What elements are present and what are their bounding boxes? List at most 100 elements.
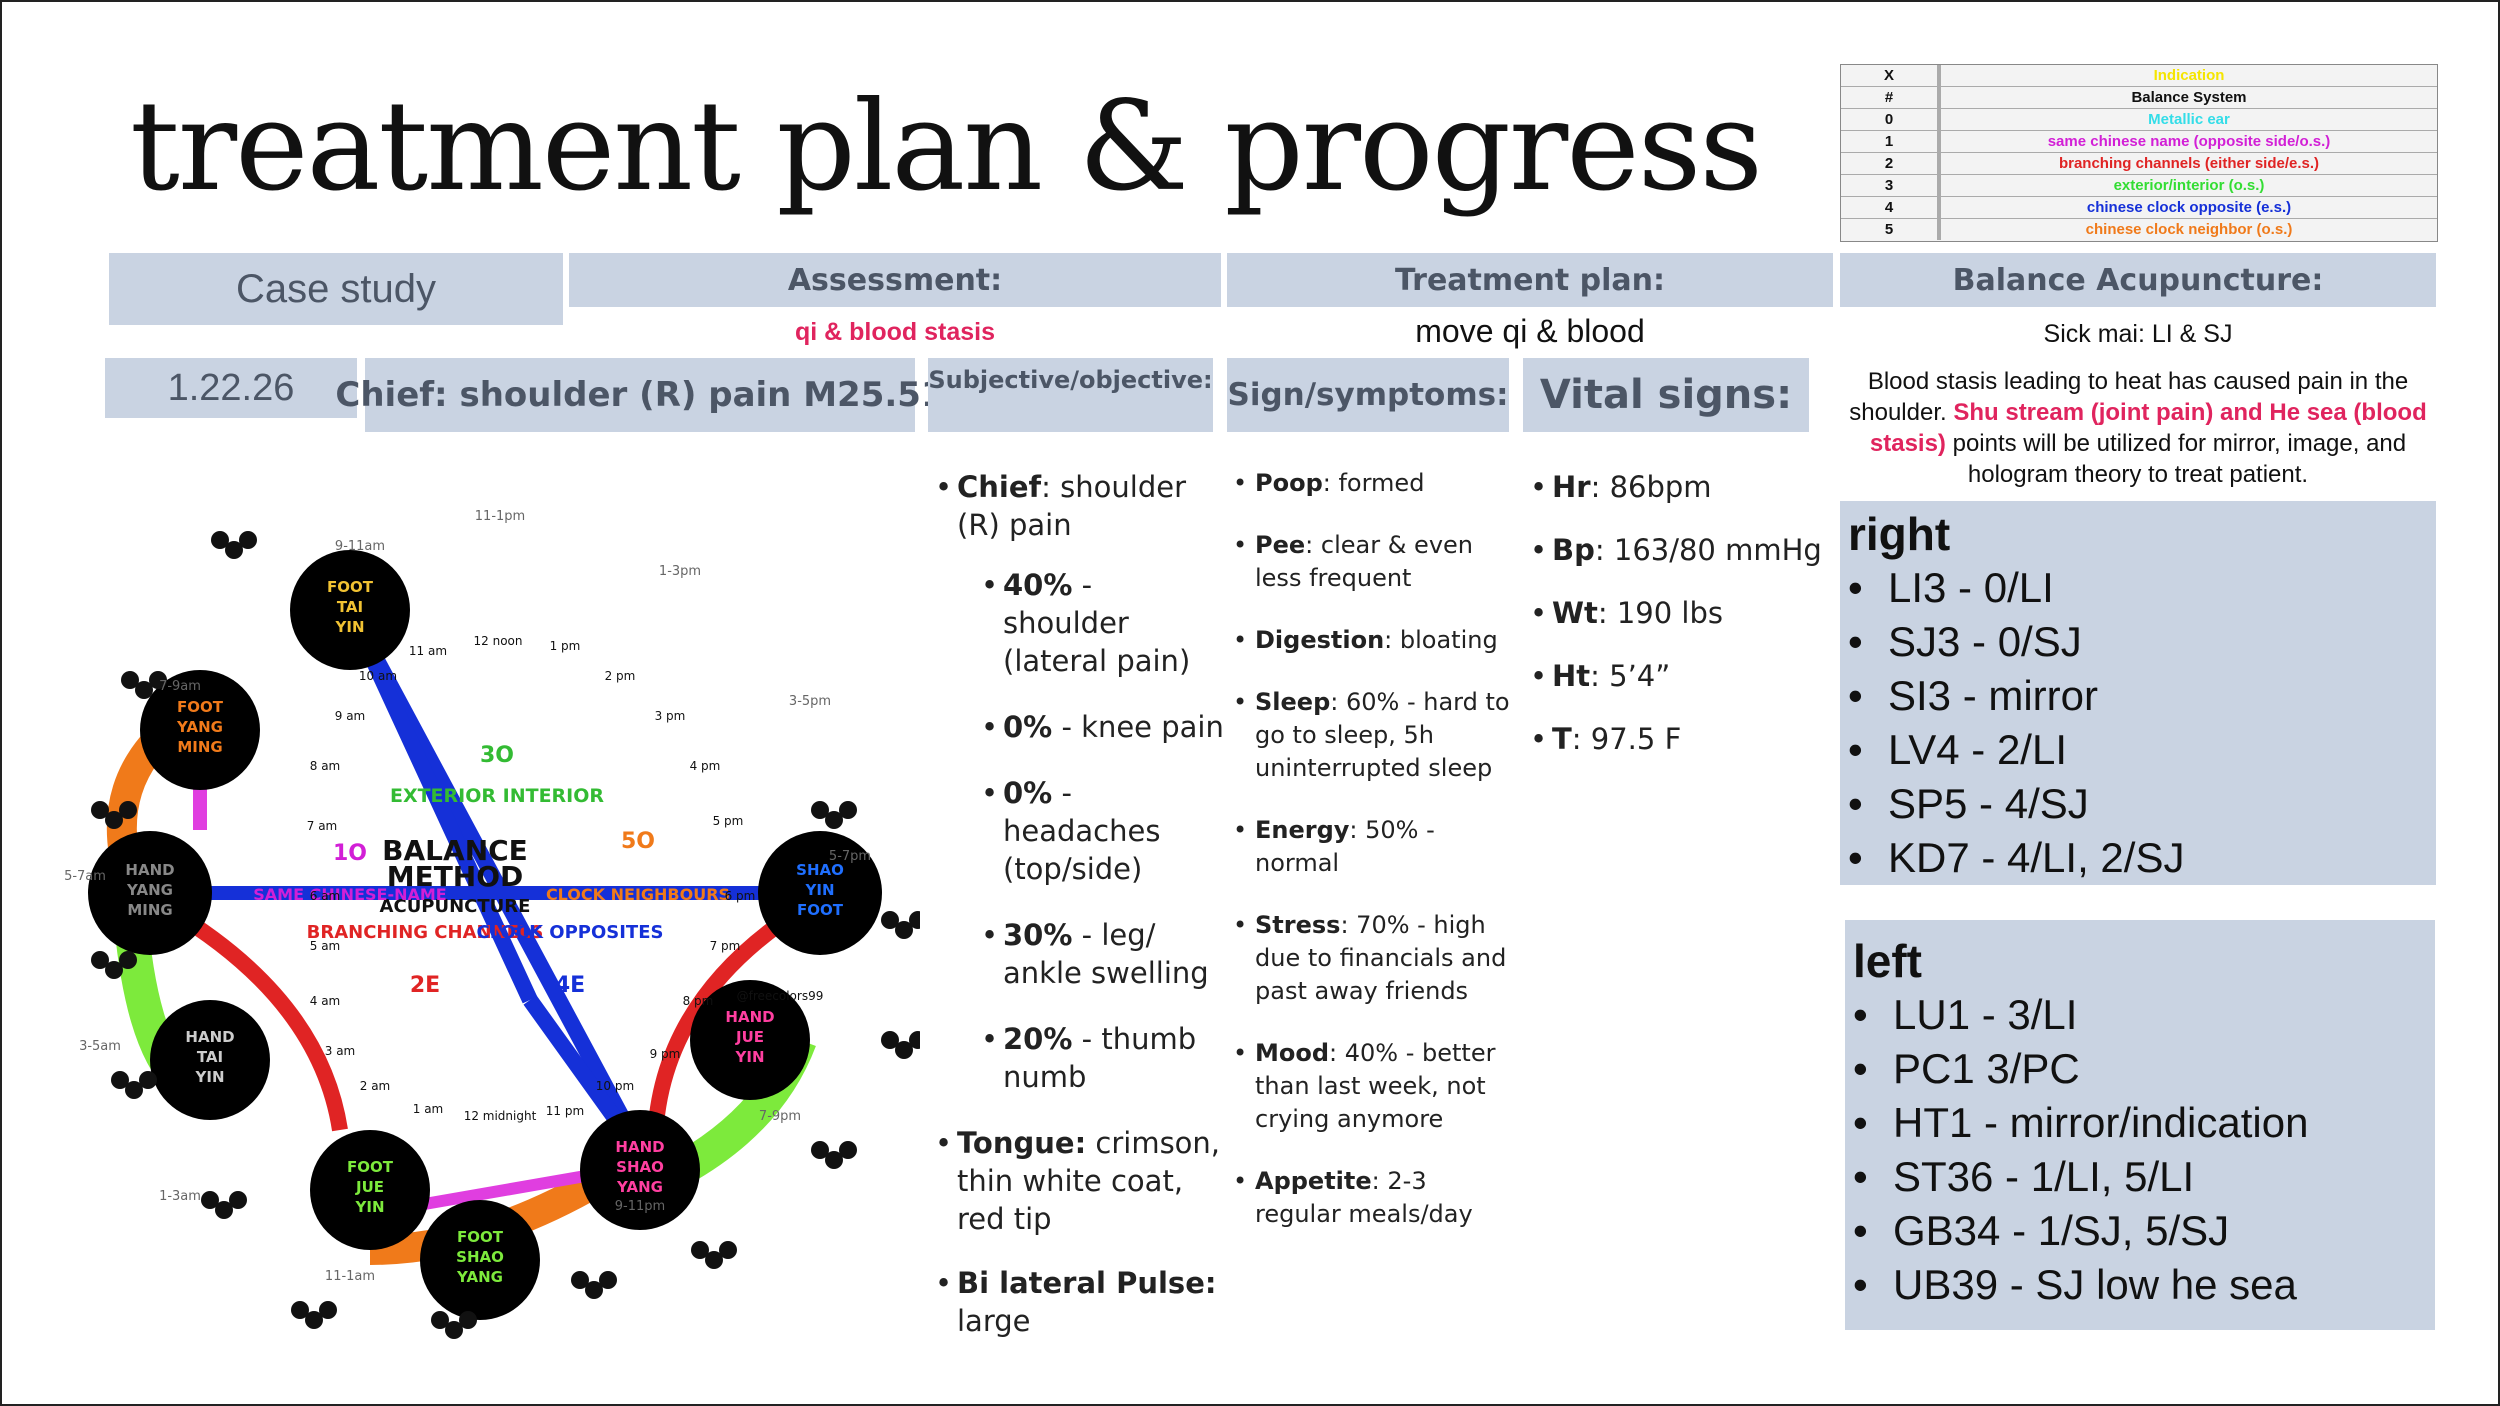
legend-row: 0 Metallic ear [1841, 109, 2437, 131]
exterior-label: EXTERIOR INTERIOR [390, 785, 604, 807]
chief-complaint-header: Chief: shoulder (R) pain M25.51 [335, 358, 945, 432]
point-dot [139, 1071, 157, 1089]
subjective-subitem: 40% - shoulder (lateral pain) [981, 566, 1225, 680]
clock-neighbours-label: CLOCK NEIGHBOURS [546, 885, 730, 904]
chief-text: : shoulder (R) pain [957, 470, 1186, 542]
hour-label: 1 pm [550, 639, 581, 653]
point-dot [215, 1201, 233, 1219]
channel-node-label: FOOT [347, 1158, 394, 1176]
point-dot [909, 1031, 920, 1049]
number-label: 3O [480, 743, 514, 768]
point-item: HT1 - mirror/indication [1853, 1096, 2435, 1150]
hour-label: 7 am [307, 819, 338, 833]
symptom-item: Appetite: 2-3 regular meals/day [1233, 1165, 1513, 1231]
number-label: 1O [333, 841, 367, 866]
channel-node-label: FOOT [327, 578, 374, 596]
tongue-item: Tongue: crimson, thin white coat, red ti… [935, 1124, 1225, 1238]
point-dot [825, 811, 843, 829]
range-label: 5-7pm [829, 849, 871, 864]
range-label: 3-5pm [789, 694, 831, 709]
channel-node-label: FOOT [797, 901, 844, 919]
chief-label: Chief [957, 470, 1042, 504]
vital-signs-header: Vital signs: [1523, 358, 1809, 432]
point-dot [149, 671, 167, 689]
legend-text: chinese clock opposite (e.s.) [2086, 199, 2292, 216]
right-heading: right [1848, 508, 1951, 560]
channel-node-label: HAND [125, 861, 174, 879]
legend-row: 5 chinese clock neighbor (o.s.) [1841, 219, 2437, 240]
point-item: UB39 - SJ low he sea [1853, 1258, 2435, 1312]
subjective-subitem: 30% - leg/ ankle swelling [981, 916, 1225, 992]
opposite-line [342, 606, 538, 1004]
legend-key: 5 [1841, 219, 1941, 240]
hour-label: 2 am [360, 1079, 391, 1093]
legend-key: # [1841, 87, 1941, 108]
legend-row: 2 branching channels (either side/e.s.) [1841, 153, 2437, 175]
range-label: 7-9am [159, 679, 201, 694]
channel-node-label: SHAO [796, 861, 844, 879]
point-dot [825, 1151, 843, 1169]
hour-label: 6 pm [725, 889, 756, 903]
sick-mai-text: Sick mai: LI & SJ [2043, 320, 2233, 348]
point-dot [431, 1311, 449, 1329]
point-item: LI3 - 0/LI [1848, 561, 2436, 615]
legend-row: X Indication [1841, 65, 2437, 87]
subjective-subitem: 20% - thumb numb [981, 1020, 1225, 1096]
channel-node-label: FOOT [177, 698, 224, 716]
right-points-box: right LI3 - 0/LI SJ3 - 0/SJ SI3 - mirror… [1840, 501, 2436, 885]
point-dot [839, 1141, 857, 1159]
point-dot [811, 1141, 829, 1159]
subjective-subitem: 0% - headaches (top/side) [981, 774, 1225, 888]
vital-item: T: 97.5 F [1530, 719, 1830, 759]
chief-sublist: 40% - shoulder (lateral pain) 0% - knee … [981, 566, 1225, 1096]
point-dot [211, 531, 229, 549]
channel-node [88, 831, 212, 955]
hour-label: 8 am [310, 759, 341, 773]
symptom-item: Pee: clear & even less frequent [1233, 529, 1513, 595]
point-item: LV4 - 2/LI [1848, 723, 2436, 777]
point-dot [445, 1321, 463, 1339]
legend-row: 3 exterior/interior (o.s.) [1841, 175, 2437, 197]
channel-node-label: YIN [355, 1198, 385, 1216]
subjective-objective-header: Subjective/objective: [928, 358, 1213, 432]
channel-node-label: HAND [615, 1138, 664, 1156]
channel-node-label: YANG [616, 1178, 663, 1196]
center-label: ACUPUNCTURE [380, 896, 531, 917]
left-points-box: left LU1 - 3/LI PC1 3/PC HT1 - mirror/in… [1845, 920, 2435, 1330]
range-label: 9-11pm [615, 1199, 665, 1214]
point-dot [111, 1071, 129, 1089]
channel-node-label: MING [177, 738, 222, 756]
channel-node-label: HAND [725, 1008, 774, 1026]
balance-acupuncture-header: Balance Acupuncture: [1840, 253, 2436, 307]
point-dot [881, 911, 899, 929]
balance-method-diagram: FOOT TAI YIN FOOT YANG MING HAND YANG MING HAND TA… [64, 509, 920, 1339]
point-dot [91, 951, 109, 969]
center-label: BALANCE [382, 834, 528, 867]
point-dot [105, 811, 123, 829]
point-dot [125, 1081, 143, 1099]
channel-node-label: JUE [735, 1028, 764, 1046]
point-dot [229, 1191, 247, 1209]
channel-node [310, 1130, 430, 1250]
hour-label: 10 pm [596, 1079, 634, 1093]
number-label: 2E [410, 973, 440, 998]
balance-description-text-2: points will be utilized for mirror, imag… [1952, 430, 2407, 488]
branching-arc [647, 903, 805, 1141]
hour-label: 12 midnight [464, 1109, 537, 1123]
point-item: LU1 - 3/LI [1853, 988, 2435, 1042]
legend-text: Metallic ear [2148, 111, 2230, 128]
point-dot [105, 961, 123, 979]
symptom-item: Energy: 50% - normal [1233, 814, 1513, 880]
chief-item: Chief: shoulder (R) pain 40% - shoulder … [935, 468, 1225, 1096]
point-dot [459, 1311, 477, 1329]
point-item: PC1 3/PC [1853, 1042, 2435, 1096]
same-name-label: SAME CHINESE-NAME [253, 885, 446, 904]
range-label: 1-3am [159, 1189, 201, 1204]
subjective-list: Chief: shoulder (R) pain 40% - shoulder … [935, 468, 1225, 1366]
legend-text: Balance System [2131, 89, 2247, 106]
hour-label: 2 pm [605, 669, 636, 683]
channel-node [140, 670, 260, 790]
point-dot [135, 681, 153, 699]
symptom-item: Stress: 70% - high due to financials and… [1233, 909, 1513, 1008]
point-dot [719, 1241, 737, 1259]
